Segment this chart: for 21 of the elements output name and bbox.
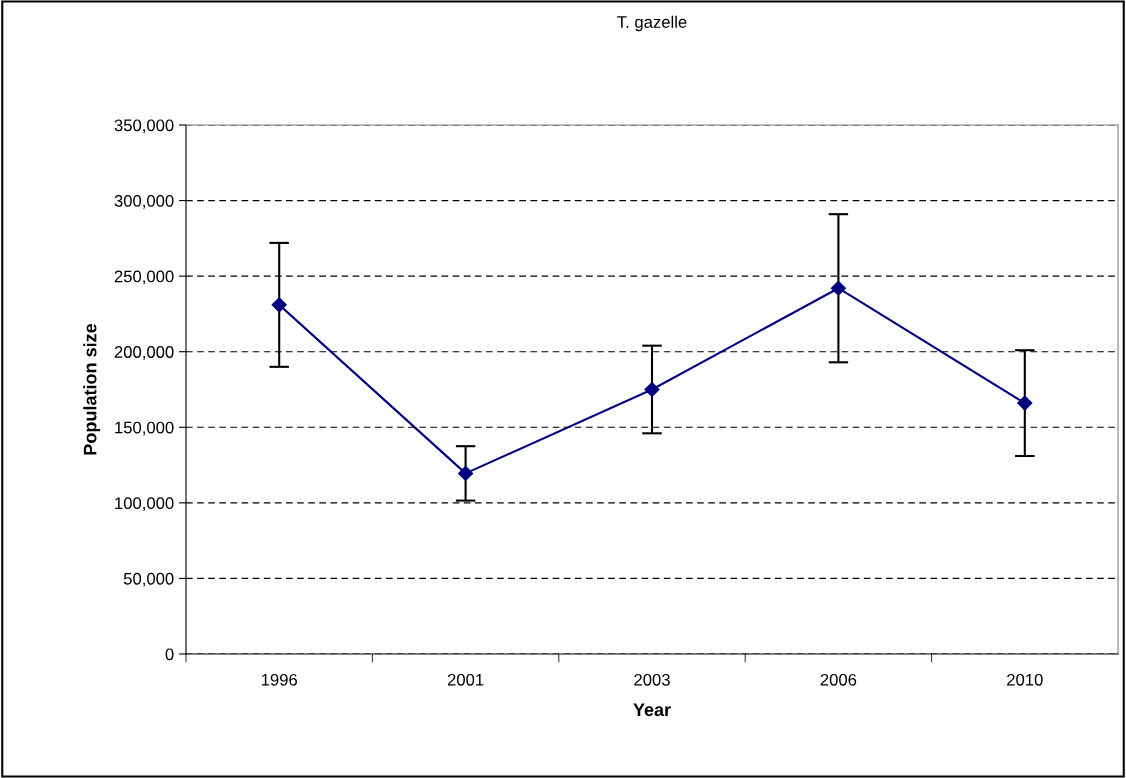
y-tick-label: 100,000 bbox=[115, 497, 174, 512]
chart-title: T. gazelle bbox=[617, 15, 687, 32]
y-tick-label: 350,000 bbox=[114, 119, 174, 134]
x-tick-label: 2001 bbox=[447, 673, 484, 686]
point bbox=[458, 465, 474, 481]
y-axis-title: Population size bbox=[83, 323, 101, 455]
x-tick-label: 2006 bbox=[820, 673, 857, 686]
point bbox=[644, 381, 660, 398]
y-tick-label: 50,000 bbox=[123, 572, 174, 587]
point bbox=[271, 297, 287, 313]
x-tick-label: 1996 bbox=[261, 673, 298, 686]
point bbox=[1017, 395, 1033, 411]
y-tick-label: 250,000 bbox=[114, 270, 174, 285]
y-tick-label: 0 bbox=[165, 648, 174, 661]
point bbox=[830, 280, 846, 296]
y-tick-label: 150,000 bbox=[115, 421, 174, 436]
y-tick-label: 200,000 bbox=[114, 346, 174, 360]
x-tick-label: 2010 bbox=[1007, 673, 1043, 686]
x-axis-title: Year bbox=[633, 703, 671, 717]
y-tick-label: 300,000 bbox=[114, 194, 174, 209]
x-tick-label: 2003 bbox=[634, 673, 670, 686]
